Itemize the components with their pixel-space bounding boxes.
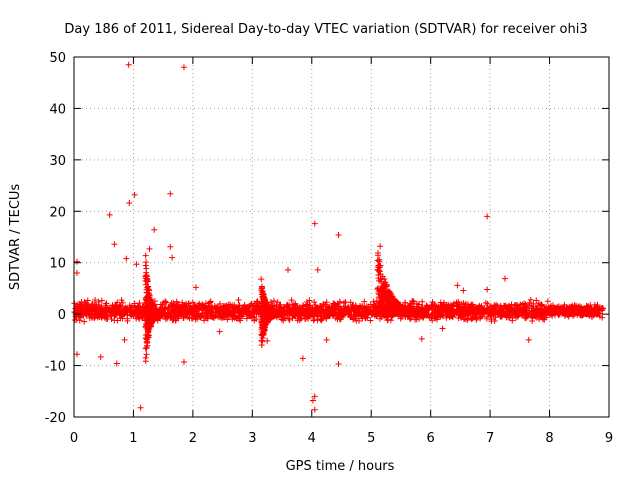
x-tick-label: 5 — [367, 431, 375, 446]
data-point — [577, 312, 584, 319]
data-point — [206, 299, 213, 306]
y-tick-label: -20 — [45, 411, 66, 426]
data-point — [118, 297, 125, 304]
data-point — [98, 297, 105, 304]
data-point — [568, 310, 575, 317]
chart-title: Day 186 of 2011, Sidereal Day-to-day VTE… — [64, 22, 587, 37]
data-point — [367, 317, 374, 324]
y-tick-label: 30 — [49, 154, 66, 169]
y-tick-label: 10 — [49, 257, 66, 272]
data-point — [469, 314, 476, 321]
data-point — [331, 301, 338, 308]
data-point — [539, 302, 546, 309]
data-point — [235, 297, 242, 304]
data-point — [361, 298, 368, 305]
x-tick-label: 6 — [427, 431, 435, 446]
data-point — [415, 301, 422, 308]
data-point — [119, 299, 126, 306]
data-point — [473, 305, 480, 312]
data-point — [288, 297, 295, 304]
data-point — [81, 318, 88, 325]
data-point — [593, 308, 600, 315]
data-point — [194, 315, 201, 322]
data-point — [313, 313, 320, 320]
x-tick-label: 3 — [248, 431, 256, 446]
data-point — [179, 299, 186, 306]
data-point — [135, 311, 142, 318]
data-point — [270, 297, 277, 304]
data-point — [294, 315, 301, 322]
data-point — [544, 298, 551, 305]
x-tick-label: 7 — [486, 431, 494, 446]
data-point — [168, 314, 175, 321]
data-point — [202, 300, 209, 307]
data-point — [407, 316, 414, 323]
x-tick-label: 1 — [129, 431, 137, 446]
data-point — [429, 299, 436, 306]
data-point — [231, 301, 238, 308]
data-point — [322, 311, 329, 318]
data-point — [170, 302, 177, 309]
data-point — [243, 315, 250, 322]
x-tick-label: 0 — [70, 431, 78, 446]
data-point — [477, 307, 484, 314]
data-point — [340, 300, 347, 307]
x-tick-label: 9 — [605, 431, 613, 446]
data-point — [131, 300, 138, 307]
data-point — [131, 310, 138, 317]
data-point — [428, 302, 435, 309]
data-point — [300, 302, 307, 309]
data-point — [419, 298, 426, 305]
x-tick-label: 2 — [189, 431, 197, 446]
data-point — [207, 298, 214, 305]
data-point — [351, 306, 358, 313]
data-point — [492, 314, 499, 321]
data-point — [89, 301, 96, 308]
data-point — [347, 299, 354, 306]
y-tick-label: 50 — [49, 51, 66, 66]
data-point — [385, 316, 392, 323]
data-point — [323, 315, 330, 322]
data-point — [312, 302, 319, 309]
x-tick-label: 4 — [308, 431, 316, 446]
y-tick-label: 40 — [49, 102, 66, 117]
data-point — [251, 306, 258, 313]
data-point — [164, 315, 171, 322]
data-point — [311, 299, 318, 306]
data-point — [441, 305, 448, 312]
data-point — [346, 309, 353, 316]
data-point — [477, 314, 484, 321]
data-point — [571, 303, 578, 310]
data-point — [438, 302, 445, 309]
x-axis-label: GPS time / hours — [286, 459, 395, 474]
data-point — [359, 315, 366, 322]
data-point — [110, 306, 117, 313]
y-axis-label: SDTVAR / TECUs — [8, 184, 23, 291]
data-point — [292, 311, 299, 318]
data-point — [304, 314, 311, 321]
data-point — [201, 317, 208, 324]
data-point — [539, 315, 546, 322]
data-point — [527, 296, 534, 303]
data-point — [334, 316, 341, 323]
data-point — [189, 299, 196, 306]
data-points — [71, 61, 607, 413]
y-tick-label: -10 — [45, 360, 66, 375]
data-point — [533, 297, 540, 304]
y-tick-label: 0 — [58, 308, 66, 323]
x-tick-label: 8 — [545, 431, 553, 446]
grid — [74, 57, 609, 417]
data-point — [76, 317, 83, 324]
y-tick-label: 20 — [49, 205, 66, 220]
data-point — [311, 316, 318, 323]
data-point — [314, 317, 321, 324]
data-point — [468, 316, 475, 323]
data-point — [488, 318, 495, 325]
data-point — [216, 300, 223, 307]
